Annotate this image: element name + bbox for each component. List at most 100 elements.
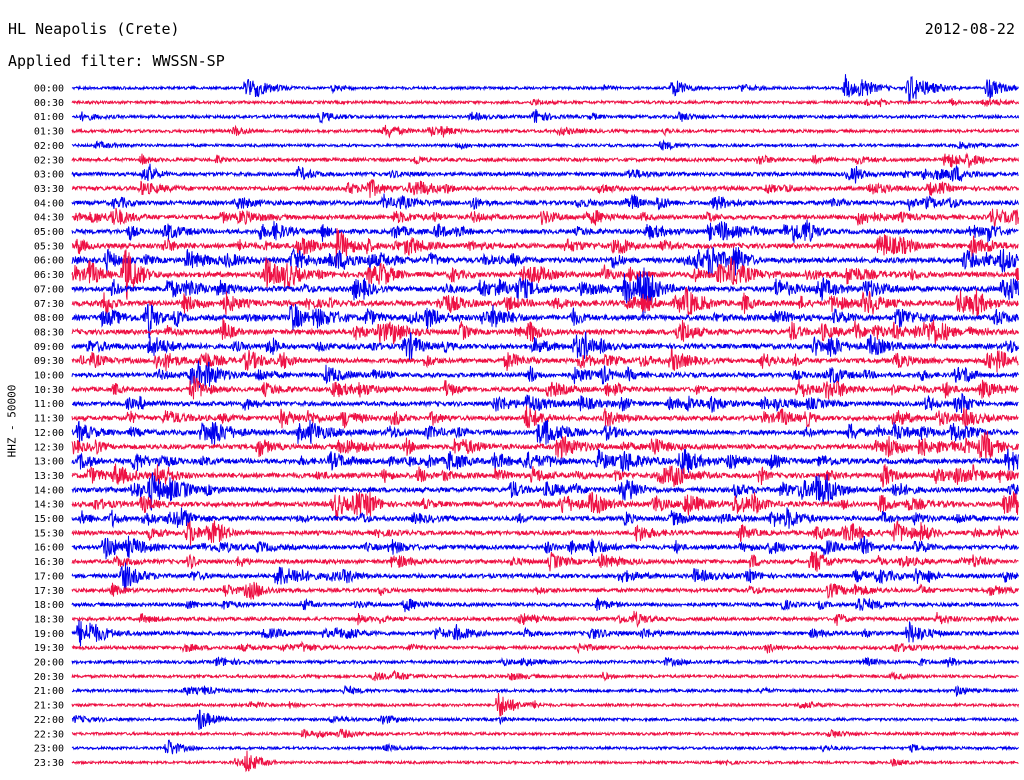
row-time-label: 22:00 (34, 715, 64, 726)
row-time-label: 13:30 (34, 471, 64, 482)
seismic-trace-row (71, 669, 1019, 682)
row-time-label: 12:30 (34, 442, 64, 453)
seismic-trace-row (71, 419, 1019, 446)
filter-subtitle: Applied filter: WWSSN-SP (8, 52, 225, 70)
row-time-label: 22:30 (34, 729, 64, 740)
seismic-trace-row (71, 348, 1019, 373)
row-time-label: 06:30 (34, 270, 64, 281)
row-time-label: 08:00 (34, 313, 64, 324)
station-title: HL Neapolis (Crete) (8, 20, 180, 38)
seismic-trace-row (71, 193, 1019, 211)
seismic-trace-row (71, 375, 1019, 400)
seismic-trace-row (71, 219, 1019, 243)
row-time-label: 10:00 (34, 371, 64, 382)
seismic-trace-row (71, 152, 1019, 169)
seismic-trace-row (71, 463, 1019, 488)
row-time-label: 09:00 (34, 342, 64, 353)
seismic-trace-row (71, 520, 1019, 546)
row-time-label: 17:00 (34, 571, 64, 582)
seismic-trace-row (71, 318, 1019, 345)
row-time-label: 00:00 (34, 84, 64, 95)
row-time-label: 16:00 (34, 543, 64, 554)
seismic-trace-row (71, 491, 1019, 522)
row-time-label: 02:00 (34, 141, 64, 152)
seismic-trace-row (71, 139, 1019, 151)
row-time-label: 14:30 (34, 500, 64, 511)
seismic-trace-row (71, 750, 1019, 773)
seismic-trace-row (71, 163, 1019, 184)
row-time-label: 15:00 (34, 514, 64, 525)
seismic-trace-row (71, 535, 1019, 560)
seismic-trace-row (71, 74, 1019, 104)
row-time-label: 01:30 (34, 127, 64, 138)
seismic-trace-row (71, 303, 1019, 339)
seismic-trace-row (71, 581, 1019, 600)
seismic-trace-row (71, 331, 1019, 362)
seismic-trace-row (71, 246, 1019, 278)
seismic-trace-row (72, 393, 1019, 414)
row-time-label: 03:00 (34, 170, 64, 181)
seismic-trace-row (71, 562, 1019, 592)
row-time-label: 10:30 (34, 385, 64, 396)
date-label: 2012-08-22 (924, 20, 1015, 38)
seismic-trace-row (71, 448, 1019, 475)
seismic-trace-row (71, 430, 1019, 460)
row-time-label: 05:30 (34, 241, 64, 252)
seismic-trace-row (71, 692, 1019, 717)
row-time-label: 23:00 (34, 744, 64, 755)
row-time-label: 15:30 (34, 528, 64, 539)
seismic-trace-row (71, 249, 1019, 300)
row-time-label: 16:30 (34, 557, 64, 568)
row-time-label: 11:30 (34, 414, 64, 425)
seismic-trace-row (71, 619, 1019, 647)
row-time-label: 04:00 (34, 198, 64, 209)
row-time-label: 08:30 (34, 327, 64, 338)
seismic-trace-row (71, 472, 1019, 511)
seismic-trace-row (71, 267, 1019, 321)
row-time-label: 20:00 (34, 658, 64, 669)
row-time-label: 19:30 (34, 643, 64, 654)
seismic-trace-row (71, 551, 1019, 572)
seismic-trace-row (71, 228, 1019, 266)
seismic-trace-row (71, 684, 1019, 697)
row-time-label: 12:00 (34, 428, 64, 439)
seismic-trace-row (71, 656, 1019, 668)
seismic-trace-row (71, 207, 1019, 229)
row-time-label: 02:30 (34, 155, 64, 166)
seismic-trace-row (71, 728, 1019, 740)
row-time-label: 04:30 (34, 213, 64, 224)
row-time-label: 17:30 (34, 586, 64, 597)
row-time-label: 03:30 (34, 184, 64, 195)
row-time-label: 05:00 (34, 227, 64, 238)
row-time-label: 09:30 (34, 356, 64, 367)
seismic-trace-row (71, 97, 1019, 108)
seismic-trace-row (71, 124, 1019, 139)
seismic-trace-row (71, 739, 1019, 755)
seismic-trace-row (71, 507, 1019, 529)
row-label-group: 00:00 00:30 01:00 01:30 02:00 02:30 03:00 03:30… (34, 84, 64, 769)
row-time-label: 13:00 (34, 457, 64, 468)
row-time-label: 11:00 (34, 399, 64, 410)
row-time-label: 23:30 (34, 758, 64, 769)
row-time-label: 07:30 (34, 299, 64, 310)
seismic-trace-row (71, 360, 1019, 388)
seismic-trace-row (71, 597, 1019, 613)
row-time-label: 21:00 (34, 686, 64, 697)
seismic-trace-row (71, 640, 1019, 655)
row-time-label: 14:00 (34, 485, 64, 496)
row-time-label: 00:30 (34, 98, 64, 109)
row-time-label: 18:00 (34, 600, 64, 611)
row-time-label: 19:00 (34, 629, 64, 640)
seismic-trace-row (71, 179, 1019, 198)
row-time-label: 20:30 (34, 672, 64, 683)
seismic-trace-row (71, 709, 1019, 730)
seismic-trace-row (71, 286, 1019, 318)
row-time-label: 18:30 (34, 614, 64, 625)
row-time-label: 21:30 (34, 701, 64, 712)
row-time-label: 01:00 (34, 112, 64, 123)
row-time-label: 07:00 (34, 284, 64, 295)
trace-group (71, 74, 1019, 773)
row-time-label: 06:00 (34, 256, 64, 267)
seismic-trace-row (71, 610, 1019, 628)
